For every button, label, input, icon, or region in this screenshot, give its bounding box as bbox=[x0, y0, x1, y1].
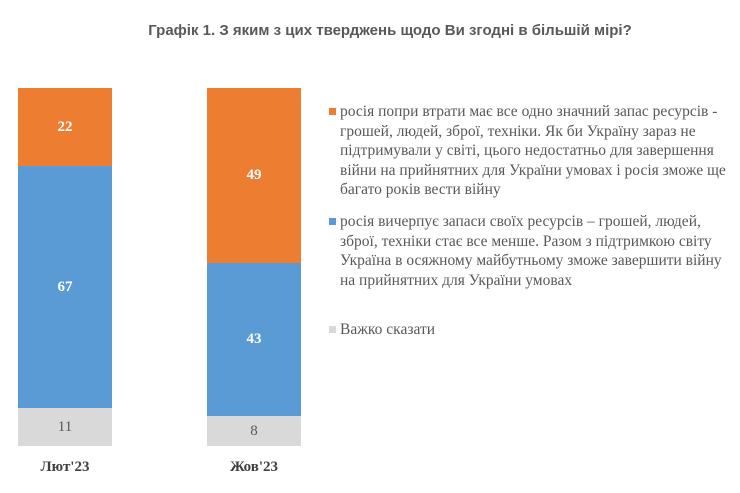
bar-segment-resources-depleting: 43 bbox=[207, 263, 301, 416]
data-label: 43 bbox=[246, 331, 262, 347]
legend-label: Важко сказати bbox=[340, 321, 436, 339]
chart-legend: росія попри втрати має все одно значний … bbox=[329, 102, 729, 340]
data-label: 11 bbox=[57, 418, 73, 435]
x-axis-label-feb-23: Лют'23 bbox=[40, 459, 90, 475]
bar-segment-resources-depleting: 67 bbox=[18, 166, 112, 408]
legend-swatch-orange-icon bbox=[329, 108, 336, 115]
legend-item-resources-depleting: росія вичерпує запаси своїх ресурсів – г… bbox=[329, 212, 729, 290]
x-axis-label-oct-23: Жов'23 bbox=[229, 459, 279, 475]
legend-item-resources-remain: росія попри втрати має все одно значний … bbox=[329, 102, 729, 200]
legend-label: росія вичерпує запаси своїх ресурсів – г… bbox=[340, 212, 722, 289]
stacked-bar-oct-23: 49 43 8 bbox=[207, 88, 301, 446]
bar-segment-hard-to-say: 8 bbox=[207, 416, 301, 446]
legend-label: росія попри втрати має все одно значний … bbox=[340, 103, 726, 199]
bar-segment-resources-remain: 22 bbox=[18, 88, 112, 166]
chart-title: Графік 1. З яким з цих тверджень щодо Ви… bbox=[148, 22, 632, 39]
legend-swatch-blue-icon bbox=[329, 217, 336, 225]
data-label: 22 bbox=[57, 118, 73, 135]
bar-segment-resources-remain: 49 bbox=[207, 88, 301, 263]
bar-segment-hard-to-say: 11 bbox=[18, 408, 112, 446]
legend-item-hard-to-say: Важко сказати bbox=[329, 320, 729, 340]
stacked-bar-feb-23: 22 67 11 bbox=[18, 88, 112, 446]
legend-swatch-gray-icon bbox=[329, 326, 336, 334]
data-label: 8 bbox=[250, 422, 258, 439]
data-label: 49 bbox=[246, 167, 262, 183]
data-label: 67 bbox=[57, 278, 73, 295]
